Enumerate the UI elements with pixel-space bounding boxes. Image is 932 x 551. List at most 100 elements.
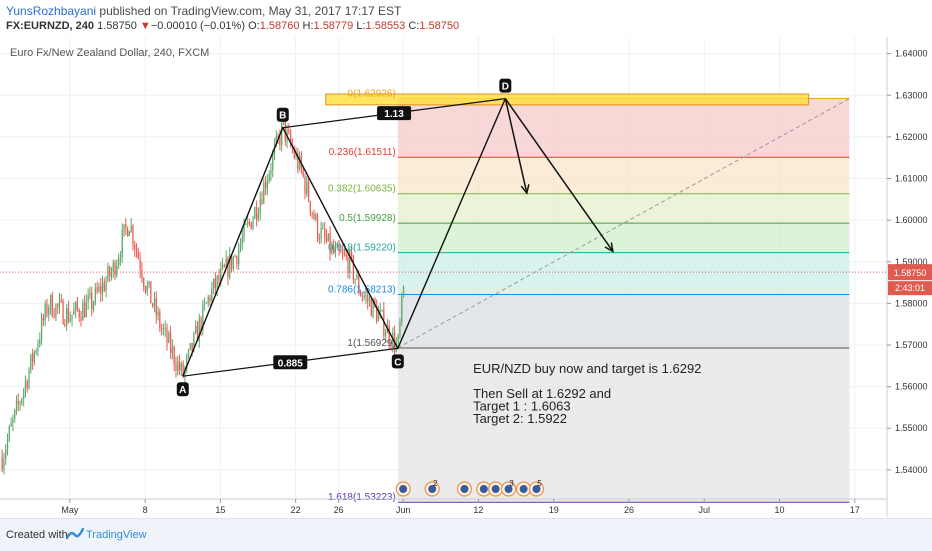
candle-body [399,321,401,335]
candle-body [5,450,7,459]
candle-body [196,326,199,342]
pattern-point-bg [176,382,189,397]
candle-body [275,135,277,146]
candle-body [91,292,93,310]
y-tick-label: 1.56000 [895,382,928,392]
projection-arrow-line [504,98,614,252]
candle-body [71,314,73,319]
candle-body [200,318,202,331]
candle-body [155,298,157,316]
candle-body [125,224,127,228]
candle-body [329,233,331,254]
candle-body [74,302,77,311]
candle-body [340,250,342,253]
x-tick-label: 10 [774,505,784,515]
candle-body [336,244,338,247]
candle-body [304,176,306,194]
candle-body [255,207,258,220]
high-label: H: [302,20,314,32]
ohlc-line: FX:EURNZD, 240 1.58750 ▼−0.00010 (−0.01%… [6,20,459,32]
candle-body [98,286,100,292]
chart-title: Euro Fx/New Zealand Dollar, 240, FXCM [10,47,209,59]
candle-body [40,318,43,341]
candle-body [35,351,37,353]
candle-body [28,370,30,389]
candle-body [42,318,44,321]
candle-body [78,309,80,318]
candle-body [363,295,365,297]
open-value: 1.58760 [259,20,300,32]
countdown-tag [888,281,932,296]
candle-body [327,233,329,241]
candle-body [254,207,256,219]
candle-body [105,280,107,291]
candle-body [37,343,39,352]
candle-body [66,307,68,326]
candle-body [31,354,34,363]
candle-body [384,333,387,337]
candle-body [24,381,27,391]
candle-body [17,400,19,404]
close-value: 1.58750 [419,20,460,32]
candle-body [309,201,311,213]
candle-body [218,275,220,281]
candle-body [166,327,168,343]
candle-body [89,292,91,296]
fib-level-label: 0.5(1.59928) [339,213,396,224]
candle-body [30,354,32,371]
event-marker-count: 3 [509,479,514,488]
y-tick-label: 1.63000 [895,90,928,100]
candle-body [272,154,274,171]
candle-body [322,228,324,230]
candle-body [359,291,362,296]
candle-body [333,245,335,253]
fib-level-label: 0.618(1.59220) [328,243,396,254]
projection-arrowhead [604,242,614,253]
candle-body [250,222,252,229]
tradingview-logo-icon[interactable] [65,527,85,546]
y-tick-label: 1.64000 [895,49,928,59]
author-link[interactable]: YunsRozhbayani [6,4,97,18]
candle-body [325,237,328,241]
candle-body [161,328,163,330]
candle-body [6,439,9,451]
candle-body [268,174,270,182]
fib-level-label: 1.618(1.53223) [328,492,396,503]
pattern-point-bg [276,107,289,122]
fib-zone [397,252,850,295]
candle-body [232,256,234,269]
fib-zone [397,157,850,194]
candle-body [379,310,381,313]
price-chart[interactable]: 0(1.62926) 0.236(1.61511) 0.382(1.60635) 0.… [0,37,932,517]
candle-body [234,256,236,258]
ratio-label: 0.885 [278,358,303,369]
pattern-point-label: D [502,82,509,93]
candle-body [205,302,208,304]
candle-body [302,168,304,177]
candle-body [130,225,132,232]
current-price-tag [888,264,932,281]
tradingview-brand-link[interactable]: TradingView [86,529,147,541]
event-marker-dot [479,485,488,493]
candle-body [295,153,297,158]
x-tick-label: 17 [850,505,860,515]
candle-body [83,303,86,318]
candle-body [58,300,61,307]
harmonic-pattern-line [182,98,506,377]
candle-body [225,258,227,267]
candle-body [239,244,242,250]
candle-body [135,248,138,252]
event-marker-dot [532,485,541,493]
current-price-label: 1.58750 [894,268,927,278]
candle-body [388,325,390,344]
x-tick-label: 26 [334,505,344,515]
candle-body [121,230,123,258]
candle-body [94,287,96,303]
y-tick-label: 1.60000 [895,215,928,225]
candle-body [402,286,405,297]
candle-body [370,299,372,317]
candle-body [395,342,397,352]
candle-body [82,303,84,321]
candle-body [21,398,23,404]
candle-body [44,303,46,321]
